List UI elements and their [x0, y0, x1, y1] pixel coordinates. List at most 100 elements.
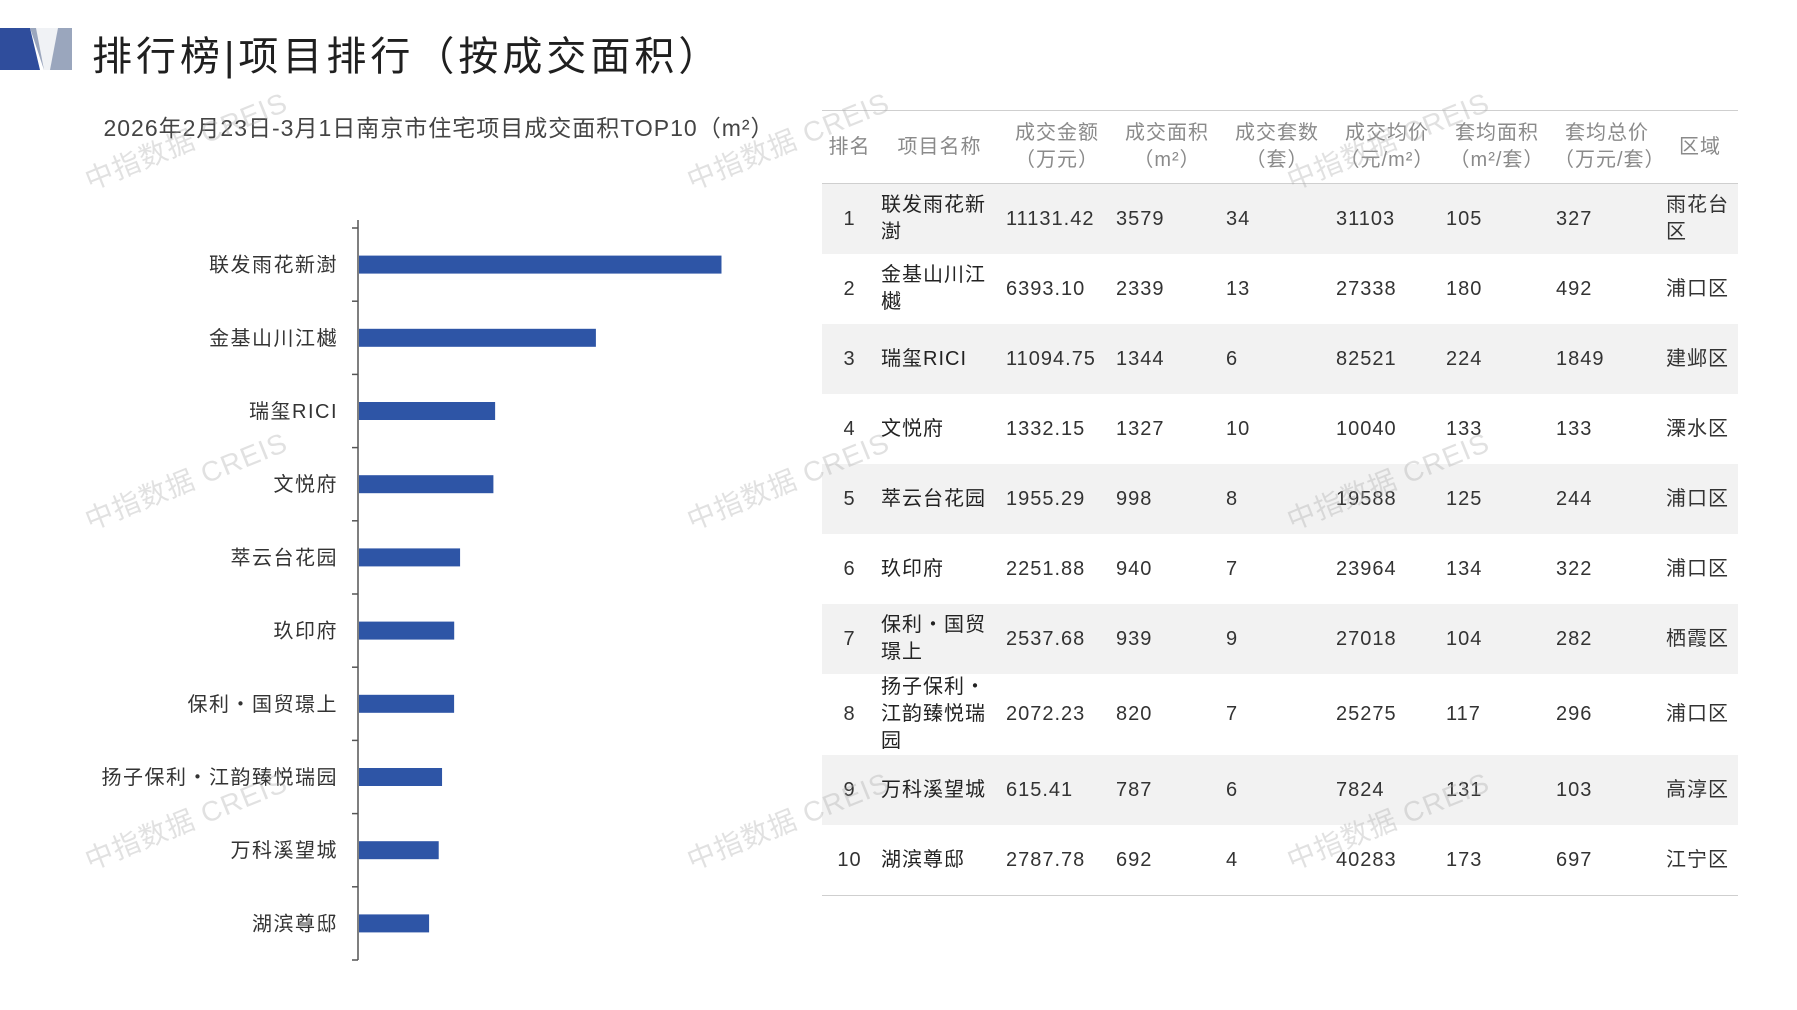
avg-area-cell: 131 — [1442, 755, 1552, 825]
avg-area-cell: 125 — [1442, 464, 1552, 534]
bar — [359, 255, 722, 274]
area-cell: 998 — [1112, 464, 1222, 534]
price-cell: 7824 — [1332, 755, 1442, 825]
column-header: 成交金额 （万元） — [1002, 110, 1112, 184]
amount-cell: 2251.88 — [1006, 557, 1086, 580]
units-cell: 13 — [1226, 277, 1251, 300]
column-header: 套均总价 （万元/套） — [1552, 110, 1665, 184]
column-header-label: 成交面积 — [1125, 122, 1209, 144]
district-cell: 浦口区 — [1666, 277, 1729, 300]
ranking-table-container: 排名 项目名称 成交金额 （万元） 成交面积 （m²） 成交套数 （套） 成交均价 （元/m²） 套… — [822, 110, 1738, 896]
units-cell: 7 — [1226, 703, 1239, 725]
avg-total-cell: 327 — [1552, 183, 1662, 254]
avg-area-cell: 133 — [1446, 417, 1483, 440]
price-cell: 23964 — [1336, 557, 1397, 580]
bar — [359, 768, 443, 786]
column-header-label: 成交套数 — [1235, 122, 1319, 144]
units-cell: 34 — [1222, 183, 1332, 254]
district-cell: 浦口区 — [1666, 557, 1729, 580]
amount-cell: 6393.10 — [1006, 277, 1086, 300]
units-cell: 9 — [1222, 604, 1332, 674]
avg-total-cell: 492 — [1556, 277, 1593, 300]
avg-total-cell: 1849 — [1552, 324, 1662, 394]
avg-total-cell: 244 — [1552, 464, 1662, 534]
amount-cell: 2072.23 — [1006, 703, 1086, 725]
avg-area-cell: 224 — [1442, 324, 1552, 394]
column-header-unit: （m²/套） — [1449, 149, 1545, 171]
page-title: 排行榜|项目排行（按成交面积） — [92, 35, 723, 79]
bar — [359, 841, 439, 860]
column-header: 套均面积 （m²/套） — [1442, 110, 1552, 184]
price-cell: 19588 — [1332, 464, 1442, 534]
rank-cell: 6 — [843, 557, 856, 580]
rank-cell: 2 — [843, 277, 856, 300]
table-row: 10 湖滨尊邸 2787.78 692 4 40283 173 697 江宁区 — [822, 825, 1738, 896]
price-cell: 27018 — [1332, 604, 1442, 674]
category-label: 萃云台花园 — [231, 546, 339, 569]
amount-cell: 2537.68 — [1002, 604, 1112, 674]
district-cell: 江宁区 — [1662, 825, 1738, 896]
column-header-label: 项目名称 — [897, 135, 982, 158]
area-cell: 939 — [1112, 604, 1222, 674]
area-cell: 1327 — [1116, 417, 1165, 440]
area-cell: 3579 — [1112, 183, 1222, 254]
rank-cell: 9 — [822, 755, 877, 825]
avg-total-cell: 103 — [1552, 755, 1662, 825]
price-cell: 27338 — [1336, 277, 1397, 300]
district-cell: 建邺区 — [1662, 324, 1738, 394]
avg-total-cell: 697 — [1552, 825, 1662, 896]
rank-cell: 8 — [843, 703, 856, 725]
logo-dark-shape — [0, 28, 40, 70]
rank-cell: 7 — [822, 604, 877, 674]
avg-area-cell: 180 — [1446, 277, 1483, 300]
category-label: 瑞玺RICI — [249, 400, 338, 423]
brand-logo — [0, 28, 72, 70]
column-header-unit: （m²） — [1133, 149, 1201, 171]
category-label: 玖印府 — [274, 620, 339, 643]
table-row: 6 玖印府 2251.88 940 7 23964 134 322 浦口区 — [822, 534, 1738, 604]
bar — [359, 475, 494, 494]
category-label: 万科溪望城 — [231, 839, 339, 862]
avg-area-cell: 104 — [1442, 604, 1552, 674]
column-header-label: 成交均价 — [1345, 122, 1429, 144]
bar — [359, 694, 455, 713]
project-name-cell: 保利・国贸璟上 — [877, 604, 1002, 674]
table-row: 2 金基山川江樾 6393.10 2339 13 27338 180 492 浦口区 — [822, 254, 1738, 324]
price-cell: 40283 — [1332, 825, 1442, 896]
avg-area-cell: 134 — [1446, 557, 1483, 580]
units-cell: 8 — [1222, 464, 1332, 534]
units-cell: 6 — [1222, 324, 1332, 394]
category-label: 保利・国贸璟上 — [188, 693, 339, 716]
category-label: 联发雨花新澍 — [209, 254, 338, 277]
category-label: 金基山川江樾 — [209, 327, 338, 350]
avg-total-cell: 282 — [1552, 604, 1662, 674]
area-cell: 940 — [1116, 557, 1153, 580]
table-row: 8 扬子保利・江韵臻悦瑞园 2072.23 820 7 25275 117 296 浦口区 — [822, 674, 1738, 755]
table-row: 5 萃云台花园 1955.29 998 8 19588 125 244 浦口区 — [822, 464, 1738, 534]
amount-cell: 615.41 — [1002, 755, 1112, 825]
project-name-cell: 万科溪望城 — [877, 755, 1002, 825]
column-header-unit: （元/m²） — [1339, 149, 1435, 171]
bar — [359, 548, 461, 567]
project-name-cell: 文悦府 — [881, 417, 944, 440]
ranking-table: 排名 项目名称 成交金额 （万元） 成交面积 （m²） 成交套数 （套） 成交均价 （元/m²） 套… — [822, 110, 1738, 896]
logo-white-cut — [36, 28, 58, 70]
price-cell: 25275 — [1336, 703, 1397, 725]
column-header-label: 区域 — [1679, 135, 1721, 158]
avg-total-cell: 322 — [1556, 557, 1593, 580]
table-body: 1 联发雨花新澍 11131.42 3579 34 31103 105 327 雨花台区 2 金基山… — [822, 183, 1738, 896]
district-cell: 雨花台区 — [1662, 183, 1738, 254]
bar — [359, 621, 455, 640]
bar — [359, 402, 496, 420]
district-cell: 浦口区 — [1662, 464, 1738, 534]
column-header-unit: （套） — [1245, 149, 1309, 171]
district-cell: 高淳区 — [1662, 755, 1738, 825]
category-label: 文悦府 — [274, 473, 339, 496]
area-cell: 692 — [1112, 825, 1222, 896]
column-header-label: 成交金额 — [1015, 122, 1099, 144]
amount-cell: 1955.29 — [1002, 464, 1112, 534]
avg-total-cell: 133 — [1556, 417, 1593, 440]
rank-cell: 4 — [843, 417, 856, 440]
bar — [359, 328, 596, 347]
area-cell: 820 — [1116, 703, 1153, 725]
